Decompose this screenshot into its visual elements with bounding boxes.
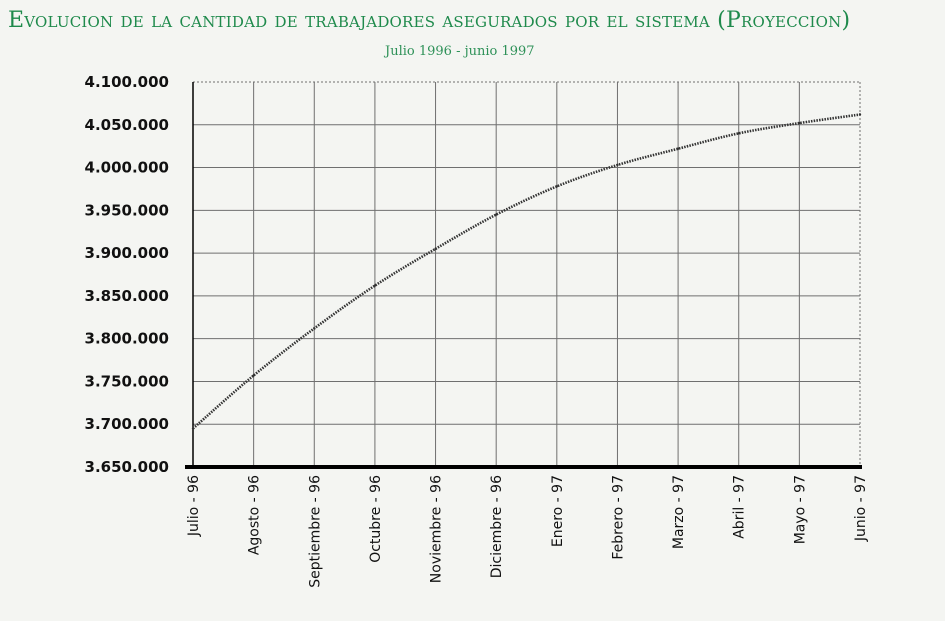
data-point — [737, 132, 740, 135]
data-point — [313, 327, 316, 330]
x-tick-label: Julio - 96 — [186, 475, 202, 537]
x-tick-label: Enero - 97 — [550, 475, 566, 547]
axes — [185, 82, 862, 469]
data-point — [434, 247, 437, 251]
x-tick-label: Noviembre - 96 — [429, 475, 445, 583]
x-tick-label: Junio - 97 — [853, 475, 869, 542]
y-tick-labels: 3.650.000 3.700.000 3.750.000 3.800.000 3.85… — [85, 73, 169, 476]
chart-title: Evolucion de la cantidad de trabajadores… — [8, 8, 851, 33]
x-tick-label: Septiembre - 96 — [307, 475, 323, 588]
y-tick-label: 3.750.000 — [85, 372, 169, 390]
chart-subtitle: Julio 1996 - junio 1997 — [385, 44, 535, 59]
y-tick-label: 3.950.000 — [85, 201, 169, 219]
series — [191, 113, 862, 430]
y-tick-label: 3.800.000 — [85, 330, 169, 348]
data-point — [373, 284, 377, 287]
x-tick-label: Mayo - 97 — [792, 475, 808, 544]
data-point — [616, 163, 619, 167]
x-tick-labels: Julio - 96 Agosto - 96 Septiembre - 96 Octu… — [186, 475, 869, 588]
data-point — [252, 374, 255, 377]
y-tick-label: 3.650.000 — [85, 458, 169, 476]
grid — [192, 81, 861, 467]
data-point — [494, 213, 498, 216]
x-tick-label: Abril - 97 — [732, 475, 748, 539]
data-point — [798, 121, 801, 125]
y-tick-label: 4.050.000 — [85, 116, 169, 134]
y-tick-label: 4.100.000 — [85, 73, 169, 91]
y-tick-label: 3.900.000 — [85, 244, 169, 262]
x-tick-label: Marzo - 97 — [671, 475, 687, 549]
x-tick-label: Febrero - 97 — [610, 475, 626, 560]
x-tick-label: Octubre - 96 — [368, 475, 384, 563]
data-point — [555, 185, 559, 188]
data-point — [676, 147, 680, 150]
x-tick-label: Agosto - 96 — [247, 475, 263, 555]
data-point — [191, 427, 195, 430]
x-tick-label: Diciembre - 96 — [489, 475, 505, 578]
data-point — [858, 113, 862, 116]
y-tick-label: 3.700.000 — [85, 415, 169, 433]
y-tick-label: 3.850.000 — [85, 287, 169, 305]
y-tick-label: 4.000.000 — [85, 159, 169, 177]
